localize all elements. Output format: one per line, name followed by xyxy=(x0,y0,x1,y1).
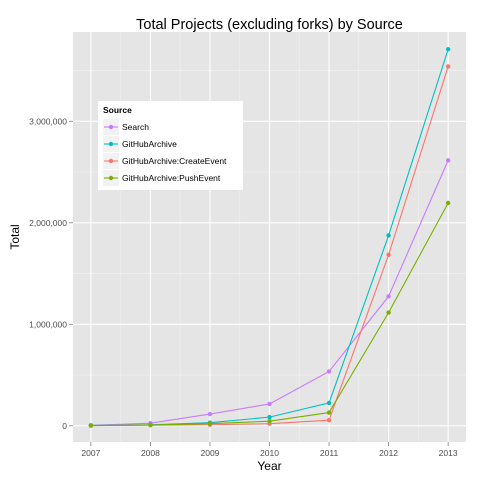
x-tick-label: 2010 xyxy=(260,448,279,458)
legend-label-search: Search xyxy=(122,122,149,132)
data-point-githubarchive-pushevent xyxy=(88,423,94,428)
x-axis-ticks: 2007 2008 2009 2010 2011 2012 2013 xyxy=(81,442,458,458)
legend-key-point-githubarchive-pushevent xyxy=(108,175,114,181)
x-axis-title: Year xyxy=(257,459,281,473)
x-tick-label: 2013 xyxy=(439,448,458,458)
x-tick-label: 2008 xyxy=(141,448,160,458)
legend-label-githubarchive-pushevent: GitHubArchive:PushEvent xyxy=(122,173,221,183)
legend-title: Source xyxy=(103,105,132,115)
x-tick-label: 2009 xyxy=(200,448,219,458)
data-point-githubarchive-pushevent xyxy=(148,422,153,428)
y-tick-label: 3,000,000 xyxy=(29,116,67,126)
y-axis-ticks: 0 1,000,000 2,000,000 3,000,000 xyxy=(29,116,73,431)
data-point-githubarchive-createevent xyxy=(326,417,332,423)
legend-key-point-githubarchive-createevent xyxy=(108,158,114,164)
data-point-githubarchive-pushevent xyxy=(386,310,391,315)
data-point-search xyxy=(326,369,332,374)
x-tick-label: 2007 xyxy=(81,448,100,458)
x-tick-label: 2011 xyxy=(320,448,339,458)
data-point-search xyxy=(445,158,451,163)
legend-label-githubarchive: GitHubArchive xyxy=(122,139,177,149)
data-point-githubarchive xyxy=(267,414,272,420)
data-point-githubarchive xyxy=(386,233,391,238)
y-tick-label: 2,000,000 xyxy=(29,218,67,228)
data-point-githubarchive-pushevent xyxy=(267,418,272,424)
data-point-githubarchive-createevent xyxy=(445,64,451,69)
legend-key-point-githubarchive xyxy=(108,141,114,147)
data-point-githubarchive-createevent xyxy=(386,252,391,257)
legend-key-point-search xyxy=(108,124,114,130)
data-point-search xyxy=(267,401,272,407)
data-point-githubarchive-pushevent xyxy=(326,410,332,415)
legend-box xyxy=(98,101,243,190)
data-point-githubarchive-pushevent xyxy=(207,421,213,426)
y-axis-title: Total xyxy=(8,224,22,249)
y-tick-label: 0 xyxy=(62,421,67,431)
data-point-githubarchive xyxy=(445,47,451,52)
data-point-githubarchive-pushevent xyxy=(445,200,451,206)
y-tick-label: 1,000,000 xyxy=(29,319,67,329)
legend-items: Search GitHubArchive GitHubArchive:CreateE… xyxy=(103,119,227,186)
data-point-search xyxy=(386,294,391,299)
legend: Source Search GitHubArchive GitHubArchive:… xyxy=(98,101,243,190)
x-tick-label: 2012 xyxy=(379,448,398,458)
legend-label-githubarchive-createevent: GitHubArchive:CreateEvent xyxy=(122,156,227,166)
data-point-search xyxy=(207,411,213,417)
data-point-githubarchive xyxy=(326,400,332,406)
chart-title: Total Projects (excluding forks) by Sour… xyxy=(136,17,403,33)
series-points xyxy=(88,47,451,428)
